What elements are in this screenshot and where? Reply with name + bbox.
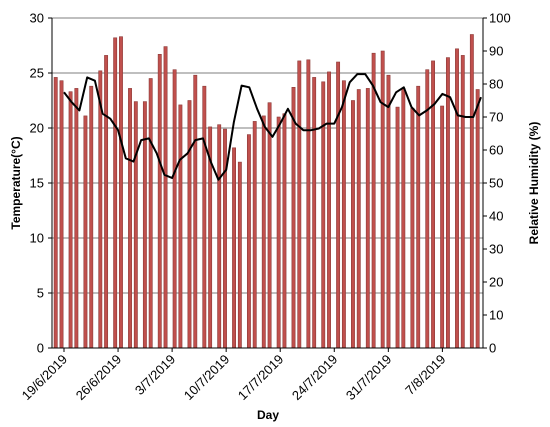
temperature-bar (291, 87, 296, 349)
temperature-bar (252, 121, 257, 349)
y-tick-label-right: 90 (489, 44, 503, 59)
temperature-bar (306, 59, 311, 349)
temperature-bars (53, 34, 480, 349)
x-tick-label: 19/6/2019 (19, 352, 71, 404)
humidity-line (63, 73, 482, 181)
y-axis-left-title: Temperature(°C) (9, 136, 23, 229)
y-tick-label-left: 20 (30, 121, 44, 136)
temperature-bar (460, 55, 465, 349)
y-tick-label-right: 60 (489, 143, 503, 158)
temperature-bar (380, 50, 385, 349)
temperature-bar (336, 61, 341, 349)
temperature-bar (217, 124, 222, 349)
y-tick-label-left: 0 (37, 341, 44, 356)
temperature-bar (416, 85, 421, 349)
y-tick-label-right: 70 (489, 110, 503, 125)
temperature-bar (440, 105, 445, 349)
y-axis-right-title: Relative Humidity (%) (527, 122, 541, 245)
temperature-bar (276, 116, 281, 349)
temperature-bar (163, 46, 168, 349)
temperature-bar (157, 53, 162, 349)
temperature-bar (83, 115, 88, 349)
temperature-bar (455, 48, 459, 349)
temperature-bar (172, 69, 177, 349)
y-tick-label-right: 80 (489, 77, 503, 92)
temperature-bar (410, 107, 415, 349)
temperature-bar (119, 36, 123, 349)
temperature-bar (53, 77, 58, 349)
temperature-bar (193, 74, 198, 349)
temperature-bar (469, 34, 474, 349)
y-tick-label-left: 25 (30, 66, 44, 81)
y-tick-label-right: 40 (489, 209, 503, 224)
temperature-bar (133, 101, 138, 349)
y-tick-label-right: 50 (489, 176, 503, 191)
temperature-bar (59, 80, 64, 349)
temperature-bar (89, 85, 94, 349)
temperature-bar (371, 52, 376, 349)
temperature-bar (386, 74, 391, 349)
temperature-bar (68, 91, 73, 349)
temperature-bar (475, 89, 480, 349)
x-tick-label: 24/7/2019 (289, 352, 341, 404)
temperature-bar (148, 78, 153, 349)
temperature-bar (237, 161, 242, 349)
temperature-bar (187, 100, 192, 349)
x-tick-label: 10/7/2019 (181, 352, 233, 404)
temperature-bar (113, 37, 118, 349)
temperature-bar (395, 106, 400, 349)
y-tick-label-right: 30 (489, 242, 503, 257)
x-tick-label: 7/8/2019 (402, 352, 448, 398)
temperature-bar (104, 55, 109, 349)
x-tick-label: 31/7/2019 (343, 352, 395, 404)
x-tick-label: 3/7/2019 (132, 352, 178, 398)
y-tick-label-right: 100 (489, 11, 511, 26)
temperature-bar (401, 88, 406, 349)
temperature-bar (74, 88, 79, 349)
y-tick-label-left: 30 (30, 11, 44, 26)
temperature-bar (267, 102, 272, 349)
temperature-bar (297, 60, 302, 349)
temperature-bar (341, 80, 346, 349)
temperature-bar (232, 147, 236, 349)
x-tick-label: 26/6/2019 (73, 352, 125, 404)
temperature-bar (246, 134, 251, 349)
temperature-bar (202, 85, 207, 349)
humidity-line-series (63, 73, 482, 181)
axes (48, 17, 487, 352)
temperature-bar (282, 113, 287, 349)
temperature-bar (312, 77, 317, 349)
temperature-bar (327, 71, 331, 349)
y-tick-label-left: 10 (30, 231, 44, 246)
temperature-bar (445, 57, 450, 349)
x-axis-title: Day (257, 408, 279, 422)
temperature-bar (178, 104, 183, 349)
temperature-bar (321, 81, 326, 349)
y-tick-label-left: 15 (30, 176, 44, 191)
temperature-bar (128, 88, 132, 349)
temperature-bar (356, 89, 361, 349)
temperature-bar (365, 88, 370, 349)
y-tick-label-left: 5 (37, 286, 44, 301)
y-tick-label-right: 10 (489, 308, 503, 323)
temperature-bar (261, 115, 266, 349)
y-tick-label-right: 20 (489, 275, 503, 290)
temperature-bar (351, 100, 355, 349)
x-tick-label: 17/7/2019 (235, 352, 287, 404)
y-tick-label-right: 0 (489, 341, 496, 356)
temperature-bar (223, 128, 227, 349)
